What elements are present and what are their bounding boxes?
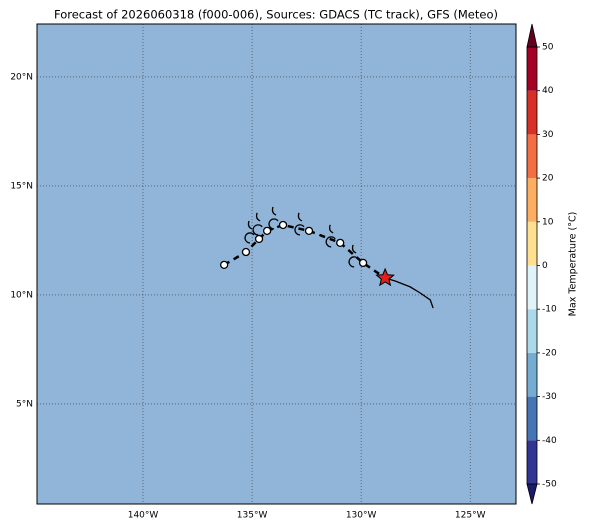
y-tick-label: 20°N — [10, 72, 33, 82]
colorbar-tick-label: 10 — [542, 217, 554, 227]
forecast-point — [358, 258, 368, 268]
colorbar-band — [527, 265, 537, 310]
y-tick-label: 5°N — [16, 399, 33, 409]
y-tick-label: 10°N — [10, 290, 33, 300]
colorbar-tick-label: 0 — [542, 261, 548, 271]
colorbar-band — [527, 309, 537, 353]
colorbar-tick-label: 50 — [542, 43, 554, 53]
forecast-point — [241, 247, 251, 257]
map-area: 140°W 135°W 130°W 125°W 5°N 10°N 15°N 20°N — [10, 23, 517, 521]
colorbar-tick-label: -30 — [542, 392, 557, 402]
colorbar-band — [527, 134, 537, 179]
colorbar-tick-label: -50 — [542, 480, 557, 490]
forecast-point — [254, 234, 264, 244]
colorbar-band — [527, 178, 537, 222]
colorbar-band — [527, 440, 537, 484]
hurricane-symbol — [325, 224, 336, 248]
colorbar-tick-label: -20 — [542, 348, 557, 358]
colorbar-tick-label: -10 — [542, 305, 557, 315]
forecast-point — [262, 226, 272, 236]
hurricane-symbol — [244, 220, 255, 244]
colorbar-tick-label: 20 — [542, 174, 554, 184]
colorbar-band — [527, 47, 537, 91]
colorbar-tick-label: -40 — [542, 436, 557, 446]
colorbar: -50 -40 -30 -20 -10 0 10 20 30 40 50 Max Temperatur… — [526, 23, 579, 505]
y-tick-label: 15°N — [10, 181, 33, 191]
x-tick-label: 130°W — [346, 511, 377, 521]
forecast-point — [278, 220, 288, 230]
x-tick-label: 135°W — [237, 511, 268, 521]
colorbar-tick-label: 30 — [542, 130, 554, 140]
observed-track — [384, 277, 434, 309]
forecast-point — [304, 226, 314, 236]
colorbar-label: Max Temperature (°C) — [568, 212, 579, 317]
hurricane-symbol — [252, 212, 263, 236]
forecast-point — [220, 260, 229, 270]
colorbar-extend — [526, 23, 538, 48]
map-frame — [36, 23, 517, 505]
colorbar-band — [527, 352, 537, 397]
x-tick-label: 140°W — [128, 511, 159, 521]
colorbar-band — [527, 90, 537, 135]
hurricane-symbol — [268, 206, 279, 230]
colorbar-band — [527, 221, 537, 266]
colorbar-band — [527, 396, 537, 441]
colorbar-tick-label: 40 — [542, 86, 554, 96]
ocean — [37, 24, 516, 504]
hurricane-symbol — [348, 244, 359, 268]
colorbar-extend — [526, 483, 538, 505]
map-title: Forecast of 2026060318 (f000-006), Sourc… — [54, 8, 498, 22]
current-position — [375, 267, 395, 287]
hurricane-symbol — [294, 212, 305, 236]
forecast-point — [336, 238, 345, 248]
x-tick-label: 125°W — [455, 511, 486, 521]
